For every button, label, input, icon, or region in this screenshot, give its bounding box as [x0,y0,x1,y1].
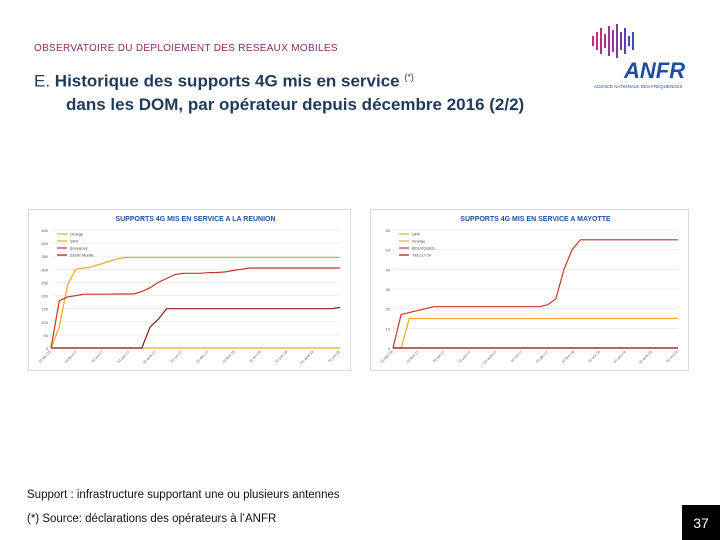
y-tick-label: 20 [386,307,391,312]
section-label: OBSERVATOIRE DU DEPLOIEMENT DES RESEAUX … [34,43,338,54]
x-tick-label: 01-juin-17 [117,350,131,364]
series-line [393,317,678,349]
footnote-source: (*) Source: déclarations des opérateurs … [27,513,277,525]
x-tick-label: 01-oct-18 [327,350,340,363]
title-footnote-mark: (*) [404,72,414,82]
legend-label: Bouygues [70,246,88,251]
series-line [50,256,340,349]
title-line1: Historique des supports 4G mis en servic… [54,71,400,91]
chart-title: SUPPORTS 4G MIS EN SERVICE A MAYOTTE [460,216,611,223]
x-tick-label: 01-avr-17 [432,350,445,363]
x-tick-label: 01-févr-18 [222,350,236,364]
anfr-logo: ANFR AGENCE NATIONALE DES FRÉQUENCES [592,24,685,89]
title-line2: dans les DOM, par opérateur depuis décem… [66,94,525,114]
logo-signal-icon [592,24,634,58]
x-tick-label: 01-oct-17 [170,350,183,363]
logo-text: ANFR [623,58,685,83]
legend-label: SFR [70,239,78,244]
x-tick-label: 01-févr-18 [561,350,575,364]
x-tick-label: 01-juin-17 [458,350,472,364]
y-tick-label: 250 [41,280,48,285]
y-tick-label: 100 [41,320,48,325]
x-tick-label: 01-oct-18 [665,350,678,363]
x-tick-label: 01-déc-16 [38,350,52,364]
y-tick-label: 200 [41,294,48,299]
x-tick-label: 01-avr-18 [248,350,261,363]
y-tick-label: 300 [41,267,48,272]
y-tick-label: 30 [386,287,391,292]
legend-label: TELCO OI [412,253,431,258]
y-tick-label: 50 [44,333,49,338]
y-tick-label: 50 [386,248,391,253]
x-tick-label: 01-févr-17 [64,350,78,364]
title-prefix: E. [34,71,51,91]
x-tick-label: 01-déc-17 [195,350,209,364]
y-tick-label: 60 [386,228,391,233]
x-tick-label: 01-août-17 [142,350,157,365]
x-tick-label: 01-avr-18 [588,350,601,363]
x-tick-label: 01-avr-17 [91,350,104,363]
legend-label: Orange [412,239,426,244]
logo-subtitle: AGENCE NATIONALE DES FRÉQUENCES [594,83,682,89]
series-line [51,306,341,349]
page-title: E. Historique des supports 4G mis en ser… [34,66,634,116]
y-tick-label: 10 [386,326,391,331]
chart-reunion: SUPPORTS 4G MIS EN SERVICE A LA REUNION 0… [28,209,351,371]
x-tick-label: 01-août-18 [638,350,653,365]
legend-label: SFR [412,232,420,237]
chart-mayotte: SUPPORTS 4G MIS EN SERVICE A MAYOTTE 0 10 2… [370,209,689,371]
series-line [392,239,678,349]
page-number: 37 [682,505,720,540]
legend-label: Orange [70,232,84,237]
chart-reunion-svg: SUPPORTS 4G MIS EN SERVICE A LA REUNION 0… [38,216,341,365]
x-tick-label: 01-août-17 [483,350,498,365]
x-tick-label: 01-déc-16 [380,350,394,364]
x-tick-label: 01-déc-17 [535,350,549,364]
chart-title: SUPPORTS 4G MIS EN SERVICE A LA REUNION [115,216,275,223]
x-tick-label: 01-juin-18 [274,350,288,364]
series-line [50,267,340,349]
y-tick-label: 350 [41,254,48,259]
chart-mayotte-svg: SUPPORTS 4G MIS EN SERVICE A MAYOTTE 0 10 2… [380,216,679,365]
x-tick-label: 01-févr-17 [406,350,420,364]
y-tick-label: 450 [41,228,48,233]
footnote-support: Support : infrastructure supportant une … [27,489,340,501]
x-tick-label: 01-août-18 [300,350,315,365]
y-tick-label: 150 [41,307,48,312]
y-tick-label: 0 [388,346,391,351]
legend-label: ZEOP Mobile [70,253,94,258]
x-tick-label: 01-juin-18 [613,350,627,364]
y-tick-label: 0 [46,346,49,351]
y-tick-label: 40 [386,267,391,272]
x-tick-label: 01-oct-17 [510,350,523,363]
legend-label: BOUYGUES [412,246,435,251]
y-tick-label: 400 [41,241,48,246]
